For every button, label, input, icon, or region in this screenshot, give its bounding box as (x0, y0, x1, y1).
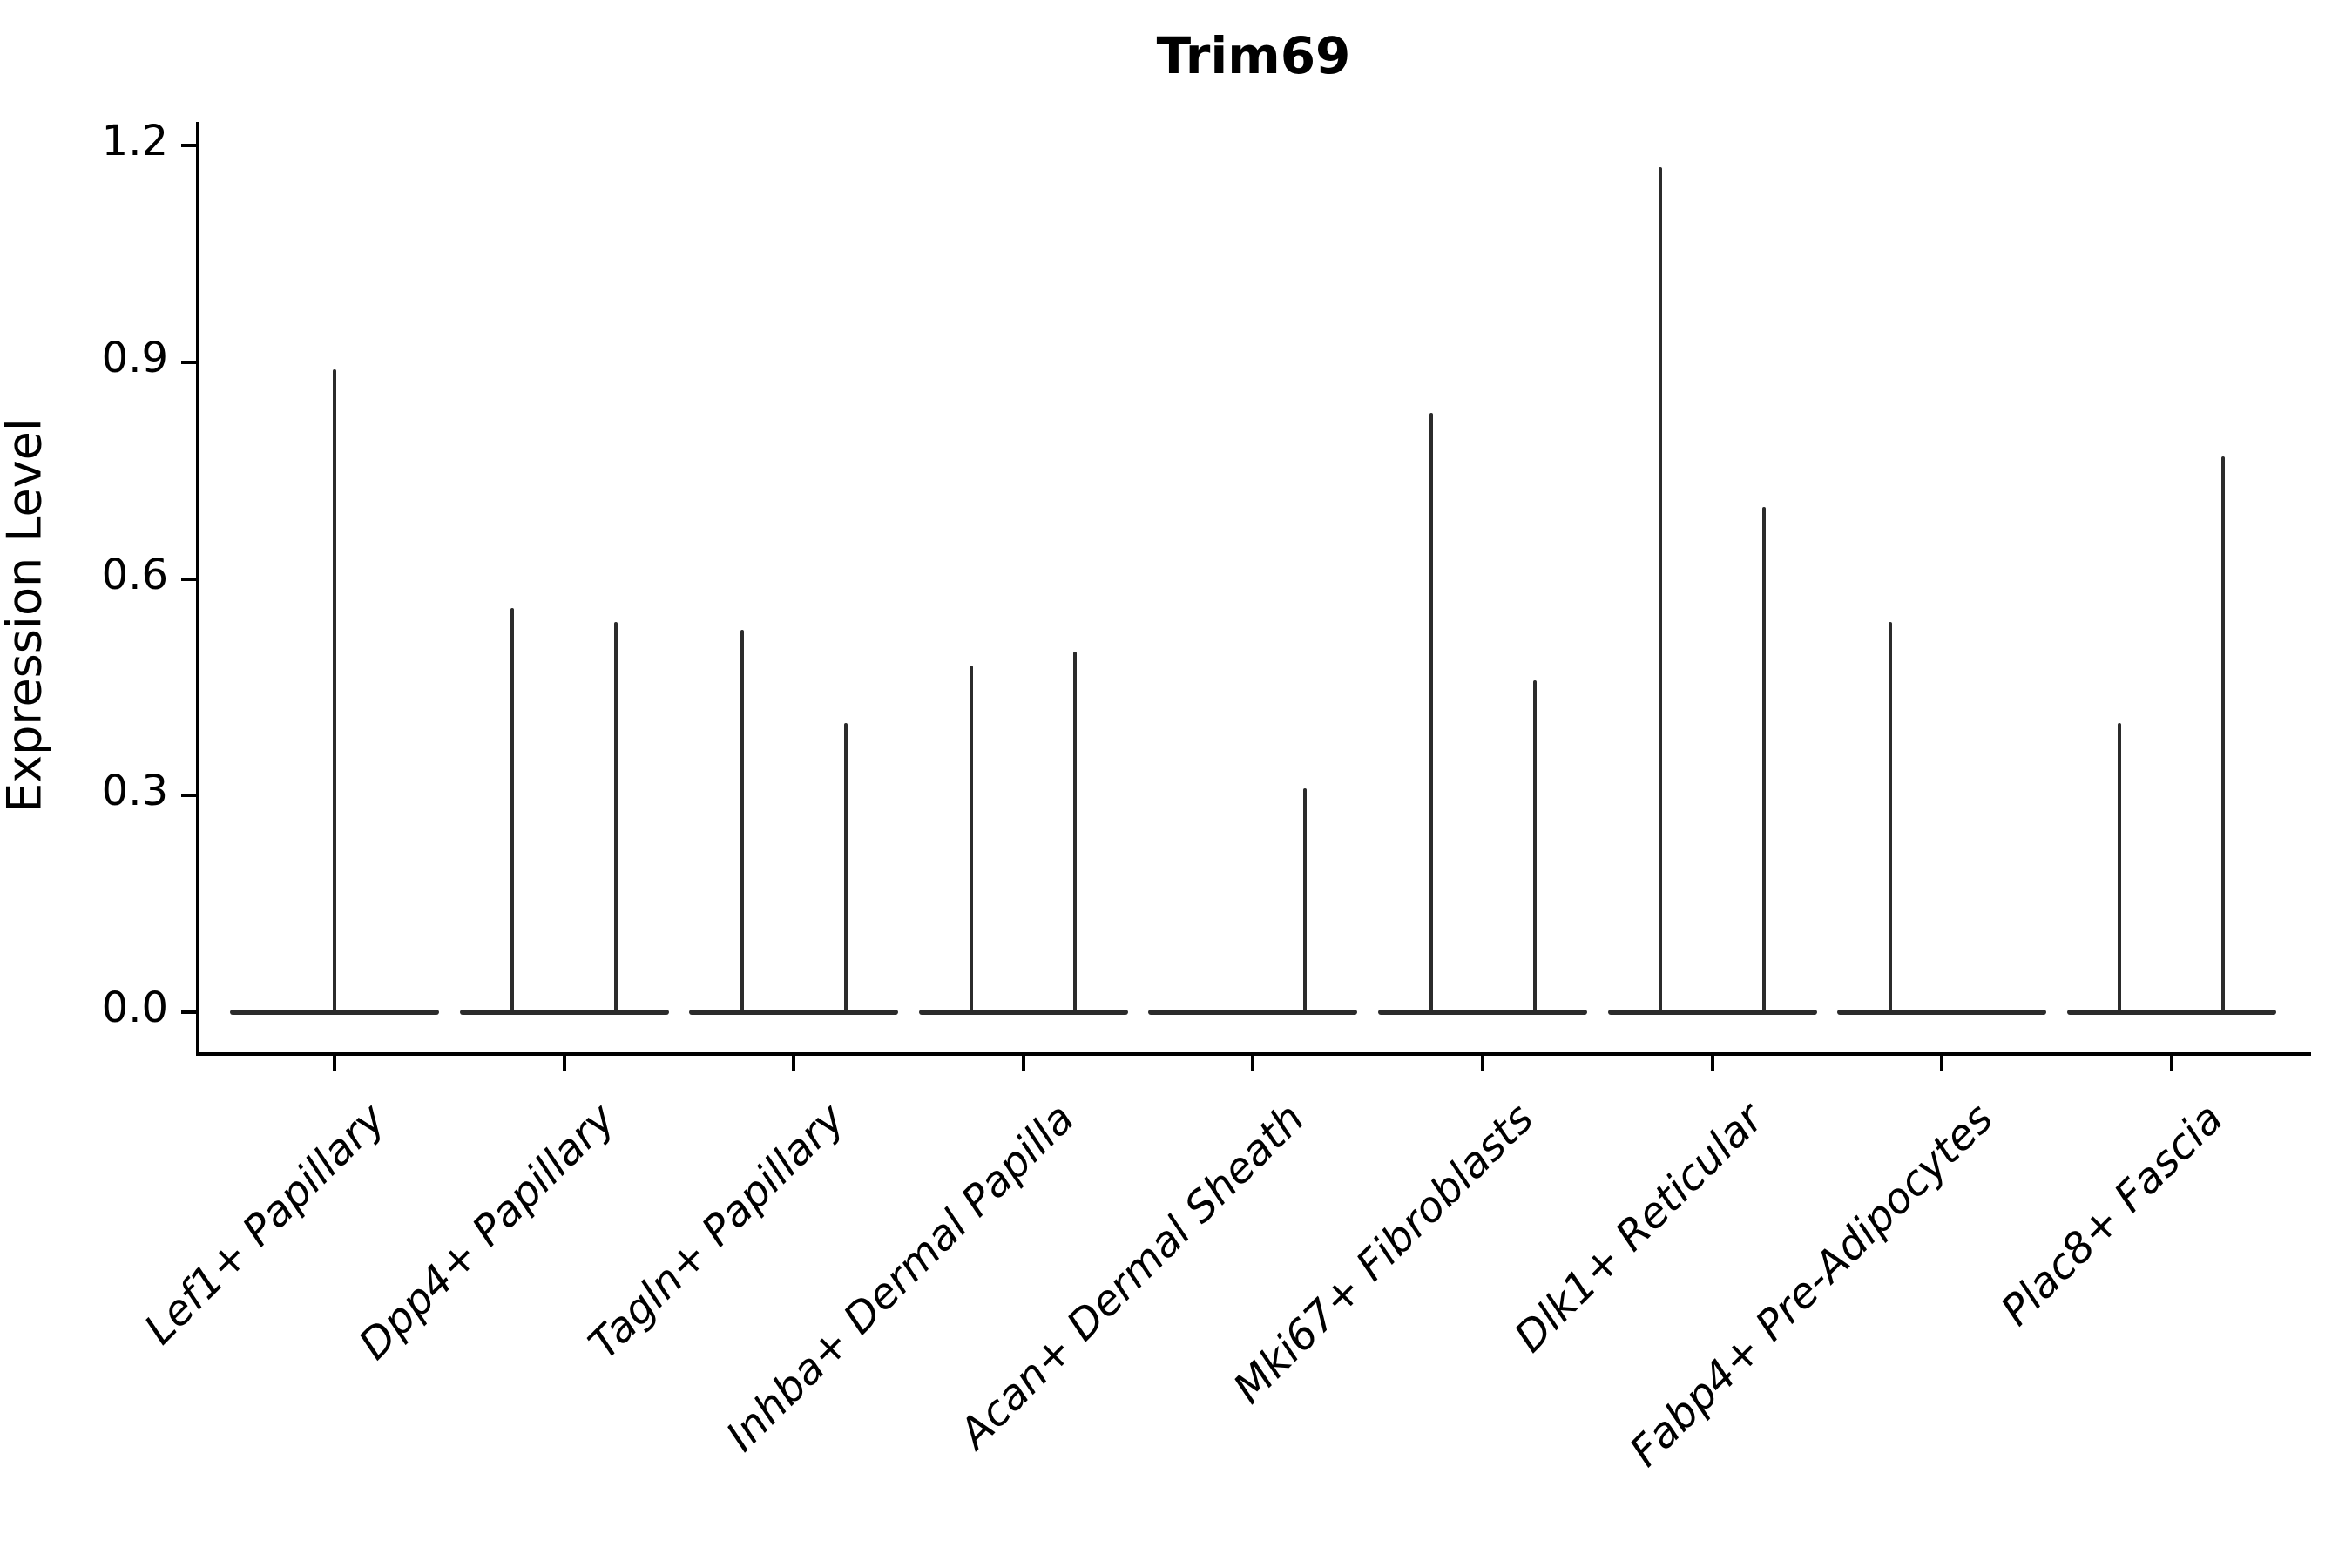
violin-spike (510, 607, 515, 1012)
violin-spike (970, 666, 974, 1012)
y-tick-label: 0.0 (101, 983, 168, 1032)
y-axis-spine (196, 122, 199, 1056)
x-axis-spine (196, 1052, 2311, 1056)
violin-body (689, 1010, 899, 1015)
x-tick-label: Fabp4+ Pre-Adipocytes (1620, 1094, 2003, 1477)
x-tick-mark (1021, 1056, 1025, 1071)
y-tick-label: 0.3 (101, 767, 168, 816)
violin-body (1607, 1010, 1817, 1015)
violin-spike (2221, 456, 2226, 1012)
violin-body (1148, 1010, 1358, 1015)
x-tick-mark (2169, 1056, 2173, 1071)
violin-spike (614, 622, 618, 1012)
violin-body (230, 1010, 439, 1015)
violin-body (2066, 1010, 2276, 1015)
violin-spike (1073, 651, 1078, 1012)
y-tick-label: 1.2 (101, 117, 168, 166)
violin-body (459, 1010, 669, 1015)
x-tick-mark (333, 1056, 336, 1071)
x-tick-label: Dpp4+ Papillary (349, 1094, 625, 1369)
x-tick-mark (1251, 1056, 1255, 1071)
x-tick-label: Lef1+ Papillary (135, 1094, 395, 1355)
violin-spike (843, 723, 848, 1012)
violin-body (1837, 1010, 2047, 1015)
violin-spike (1888, 622, 1892, 1012)
x-tick-label: Dlk1+ Reticular (1505, 1094, 1774, 1362)
y-tick-mark (181, 794, 196, 798)
y-tick-mark (181, 144, 196, 148)
violin-spike (1762, 506, 1767, 1012)
x-tick-label: Tagln+ Papillary (579, 1094, 855, 1369)
chart-title: Trim69 (1156, 26, 1351, 85)
violin-spike (740, 629, 744, 1012)
y-tick-mark (181, 1010, 196, 1014)
violin-spike (2118, 723, 2122, 1012)
violin-spike (1302, 788, 1307, 1012)
y-tick-label: 0.6 (101, 550, 168, 599)
violin-body (1378, 1010, 1587, 1015)
violin-body (918, 1010, 1128, 1015)
violin-spike (1429, 412, 1433, 1012)
y-tick-mark (181, 577, 196, 581)
x-tick-mark (562, 1056, 566, 1071)
x-tick-label: Plac8+ Fascia (1990, 1094, 2233, 1335)
y-tick-label: 0.9 (101, 333, 168, 382)
x-tick-mark (1481, 1056, 1484, 1071)
y-axis-label-text: Expression Level (0, 418, 52, 813)
x-tick-mark (792, 1056, 796, 1071)
y-tick-mark (181, 360, 196, 364)
violin-spike (1659, 167, 1663, 1012)
violin-spike (1532, 679, 1537, 1012)
violin-spike (333, 369, 336, 1012)
x-tick-mark (1940, 1056, 1944, 1071)
x-tick-mark (1710, 1056, 1714, 1071)
